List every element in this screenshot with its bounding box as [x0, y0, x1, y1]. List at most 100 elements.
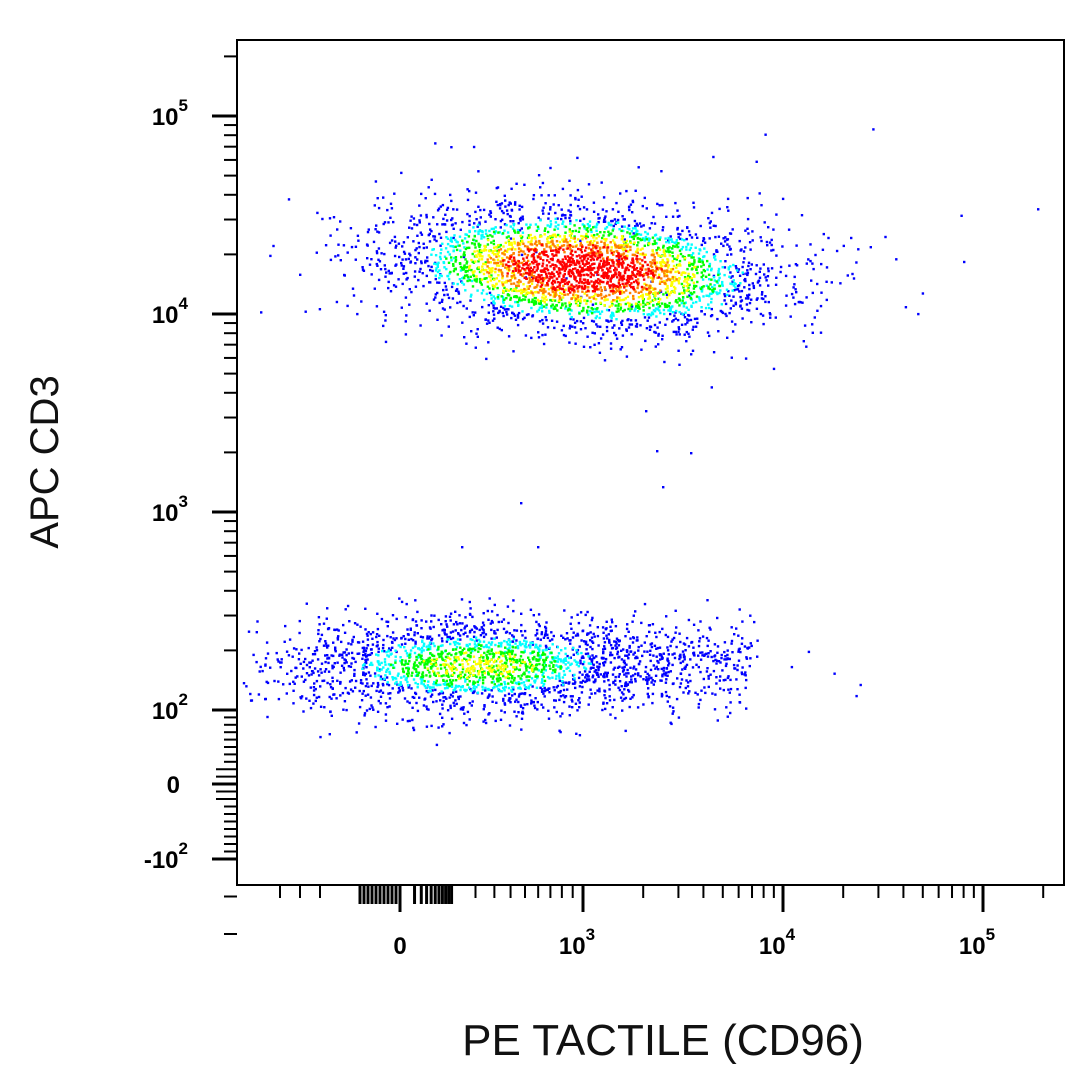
data-point: [508, 243, 511, 246]
data-point: [393, 254, 397, 258]
data-point: [386, 208, 389, 212]
data-point: [413, 275, 416, 278]
data-point: [318, 640, 321, 643]
data-point: [457, 674, 461, 677]
data-point: [452, 648, 455, 651]
data-point: [756, 281, 760, 284]
data-point: [534, 673, 538, 676]
data-point: [496, 258, 500, 261]
data-point: [802, 340, 805, 343]
data-point: [637, 649, 640, 652]
data-point: [490, 274, 493, 277]
data-point: [488, 669, 491, 673]
data-point: [595, 671, 598, 675]
data-point: [473, 250, 476, 253]
data-point: [702, 677, 705, 681]
data-point: [419, 214, 423, 217]
data-point: [376, 230, 379, 233]
data-point: [521, 642, 524, 646]
data-point: [435, 663, 438, 666]
data-point: [611, 239, 615, 242]
data-point: [364, 649, 368, 653]
data-point: [302, 710, 305, 713]
data-point: [388, 697, 392, 700]
data-point: [555, 293, 558, 296]
data-point: [531, 275, 534, 278]
data-point: [531, 248, 534, 251]
data-point: [546, 237, 549, 240]
data-point: [628, 228, 631, 231]
data-point: [608, 695, 611, 698]
data-point: [735, 678, 738, 681]
data-point: [432, 216, 435, 219]
data-point: [447, 675, 450, 678]
data-point: [431, 248, 434, 251]
data-point: [461, 649, 464, 652]
data-point: [607, 230, 610, 233]
data-point: [766, 244, 769, 247]
data-point: [537, 650, 541, 653]
data-point: [448, 635, 451, 639]
data-point: [472, 314, 475, 317]
data-point: [525, 640, 528, 643]
data-point: [620, 323, 624, 326]
data-point: [446, 709, 450, 712]
data-point: [960, 214, 963, 217]
data-point: [549, 236, 553, 240]
data-point: [678, 310, 681, 314]
data-point: [536, 310, 539, 313]
data-point: [607, 679, 610, 682]
data-point: [356, 623, 359, 626]
data-point: [596, 626, 599, 629]
data-point: [415, 664, 418, 667]
data-point: [413, 661, 417, 664]
data-point: [658, 248, 662, 251]
data-point: [495, 636, 498, 639]
data-point: [760, 293, 764, 296]
data-point: [458, 262, 462, 265]
data-point: [255, 631, 258, 634]
data-point: [747, 264, 750, 268]
data-point: [571, 682, 575, 685]
data-point: [459, 688, 462, 692]
data-point: [658, 238, 661, 241]
data-point: [468, 718, 471, 721]
data-point: [484, 686, 487, 690]
data-point: [475, 332, 478, 335]
data-point: [435, 700, 438, 703]
data-point: [743, 645, 747, 648]
data-point: [476, 225, 479, 228]
data-point: [436, 270, 440, 274]
data-point: [741, 265, 744, 269]
data-point: [762, 322, 765, 326]
data-point: [488, 275, 491, 278]
data-point: [687, 692, 690, 695]
data-point: [543, 633, 547, 637]
data-point: [626, 654, 629, 657]
data-point: [416, 673, 420, 677]
data-point: [686, 681, 690, 684]
data-point: [635, 305, 639, 308]
data-point: [628, 304, 631, 308]
data-point: [392, 666, 395, 669]
data-point: [464, 631, 467, 634]
data-point: [422, 642, 426, 645]
data-point: [742, 261, 745, 264]
data-point: [503, 711, 506, 714]
data-point: [556, 217, 559, 220]
data-point: [458, 614, 461, 617]
data-point: [446, 242, 450, 246]
data-point: [729, 687, 733, 691]
data-point: [583, 640, 586, 643]
data-point: [658, 291, 661, 294]
data-point: [585, 678, 589, 681]
data-point: [366, 644, 370, 647]
data-point: [456, 642, 459, 645]
data-point: [518, 296, 521, 299]
data-point: [588, 624, 592, 627]
data-point: [558, 729, 561, 732]
data-point: [679, 656, 682, 659]
data-point: [671, 255, 674, 258]
data-point: [611, 706, 614, 709]
data-point: [425, 246, 428, 249]
